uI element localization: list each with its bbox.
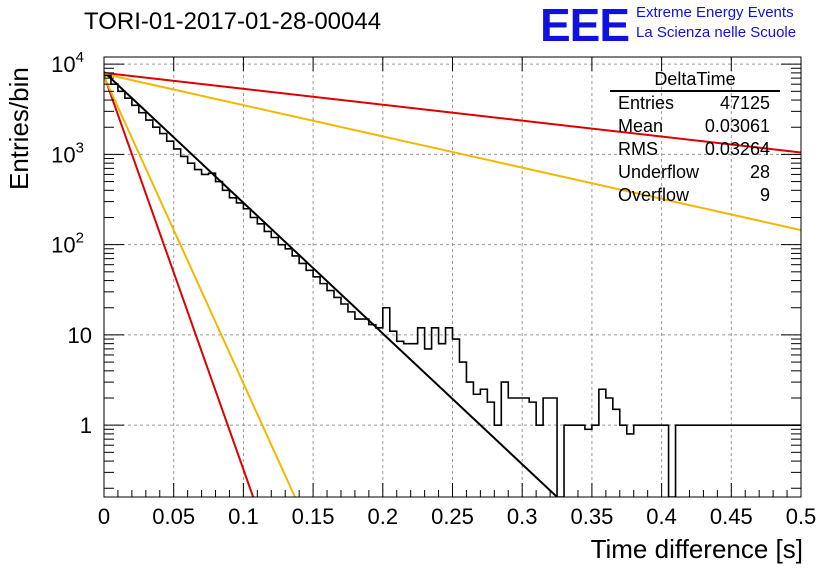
eee-logo: EEE [540, 0, 630, 51]
stats-value: 28 [749, 162, 770, 182]
stats-value: 47125 [719, 93, 770, 113]
fit-line [104, 72, 801, 232]
x-tick-label: 0.1 [228, 504, 259, 529]
x-tick-label: 0.25 [431, 504, 474, 529]
x-tick-label: 0.3 [507, 504, 538, 529]
x-tick-label: 0.05 [152, 504, 195, 529]
x-tick-label: 0.35 [570, 504, 613, 529]
x-tick-label: 0.45 [710, 504, 753, 529]
y-tick-label: 1 [80, 413, 92, 438]
fit-line [104, 71, 801, 154]
stats-row: Overflow 9 [610, 184, 780, 207]
stats-box: DeltaTime Entries 47125 Mean 0.03061 RMS 0.… [610, 68, 780, 207]
stats-value: 0.03061 [704, 116, 770, 136]
stats-header: DeltaTime [610, 68, 780, 92]
histogram [104, 74, 801, 497]
y-axis-label: Entries/bin [4, 67, 34, 190]
logo-line-2: La Scienza nelle Scuole [636, 24, 797, 41]
stats-row: RMS 0.03264 [610, 138, 780, 161]
x-tick-label: 0.15 [292, 504, 335, 529]
x-tick-label: 0.2 [368, 504, 399, 529]
chart-title: TORI-01-2017-01-28-00044 [84, 8, 382, 35]
stats-label: RMS [618, 139, 658, 159]
x-axis-label: Time difference [s] [590, 534, 803, 564]
x-tick-label: 0 [98, 504, 110, 529]
y-tick-label: 104 [51, 49, 84, 77]
stats-row: Entries 47125 [610, 92, 780, 115]
stats-label: Entries [618, 93, 675, 113]
y-tick-label: 103 [51, 139, 84, 167]
stats-value: 0.03264 [704, 139, 770, 159]
stats-label: Overflow [618, 185, 690, 205]
y-tick-label: 102 [51, 230, 84, 258]
x-tick-label: 0.5 [786, 504, 817, 529]
x-tick-label: 0.4 [646, 504, 677, 529]
stats-value: 9 [759, 185, 770, 205]
stats-label: Underflow [618, 162, 700, 182]
stats-row: Mean 0.03061 [610, 115, 780, 138]
fit-line [104, 76, 296, 497]
fit-line [104, 75, 255, 497]
stats-label: Mean [618, 116, 664, 136]
logo-line-1: Extreme Energy Events [636, 4, 794, 21]
stats-row: Underflow 28 [610, 161, 780, 184]
fit-line [104, 71, 558, 497]
y-tick-label: 10 [68, 323, 92, 348]
